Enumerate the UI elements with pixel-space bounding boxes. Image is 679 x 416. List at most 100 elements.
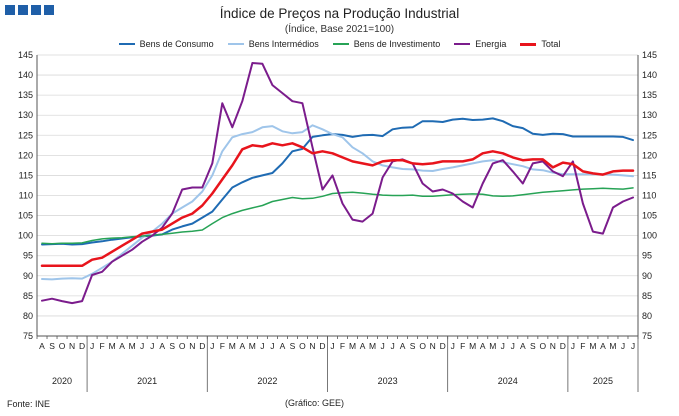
x-tick-label: S bbox=[169, 341, 175, 351]
x-tick-label: D bbox=[560, 341, 566, 351]
gridlines bbox=[37, 54, 638, 337]
axis-labels: 75 75 80 80 85 85 90 90 95 95 100 100 105 105 110 110 11… bbox=[18, 50, 657, 386]
y-tick-label-left: 95 bbox=[23, 251, 33, 261]
logo-block bbox=[44, 5, 54, 15]
x-tick-label: A bbox=[240, 341, 246, 351]
x-tick-label: J bbox=[260, 341, 264, 351]
legend-swatch bbox=[520, 42, 537, 46]
credit-note: (Gráfico: GEE) bbox=[285, 398, 345, 408]
x-tick-label: D bbox=[79, 341, 85, 351]
x-tick-label: M bbox=[109, 341, 116, 351]
legend-item-bens-intermedios: Bens Intermédios bbox=[227, 39, 319, 49]
x-tick-label: N bbox=[189, 341, 195, 351]
x-tick-label: M bbox=[229, 341, 236, 351]
y-tick-label-left: 125 bbox=[18, 130, 33, 140]
series-line-bens-de-consumo bbox=[41, 117, 634, 246]
y-tick-label-right: 115 bbox=[642, 170, 656, 180]
x-tick-label: N bbox=[69, 341, 75, 351]
year-label: 2020 bbox=[52, 376, 72, 386]
x-tick-label: J bbox=[330, 341, 334, 351]
y-tick-label-right: 95 bbox=[642, 251, 652, 261]
x-tick-label: N bbox=[550, 341, 556, 351]
y-tick-label-right: 125 bbox=[642, 130, 657, 140]
legend-swatch bbox=[227, 43, 244, 45]
x-tick-label: A bbox=[159, 341, 165, 351]
x-tick-label: A bbox=[520, 341, 526, 351]
chart-legend: Bens de Consumo Bens Intermédios Bens de… bbox=[0, 39, 679, 49]
chart-title: Índice de Preços na Produção Industrial bbox=[219, 6, 460, 21]
x-tick-label: O bbox=[59, 341, 66, 351]
x-tick-label: O bbox=[540, 341, 547, 351]
y-tick-label-left: 145 bbox=[18, 50, 33, 60]
y-tick-label-left: 85 bbox=[23, 291, 33, 301]
y-tick-label-left: 120 bbox=[18, 150, 33, 160]
legend-label: Bens Intermédios bbox=[248, 39, 319, 49]
legend-item-energia: Energia bbox=[454, 39, 506, 49]
x-tick-label: S bbox=[530, 341, 536, 351]
y-tick-label-right: 120 bbox=[642, 150, 657, 160]
chart-subtitle: (Índice, Base 2021=100) bbox=[284, 24, 395, 35]
year-label: 2021 bbox=[137, 376, 157, 386]
legend-label: Energia bbox=[475, 39, 507, 49]
x-tick-label: M bbox=[349, 341, 356, 351]
x-tick-label: J bbox=[501, 341, 505, 351]
y-tick-label-left: 80 bbox=[23, 311, 33, 321]
x-tick-label: D bbox=[199, 341, 205, 351]
series-line-bens-intermedios bbox=[41, 124, 634, 281]
x-tick-label: J bbox=[621, 341, 625, 351]
y-tick-label-left: 75 bbox=[23, 331, 33, 341]
x-tick-label: F bbox=[460, 341, 465, 351]
series-line-total bbox=[40, 142, 635, 268]
x-tick-label: O bbox=[179, 341, 186, 351]
x-tick-label: D bbox=[319, 341, 325, 351]
x-tick-label: J bbox=[150, 341, 154, 351]
x-tick-label: O bbox=[419, 341, 426, 351]
y-tick-label-right: 100 bbox=[642, 231, 657, 241]
x-tick-label: F bbox=[340, 341, 345, 351]
y-tick-label-right: 140 bbox=[642, 70, 657, 80]
year-label: 2025 bbox=[593, 376, 613, 386]
x-tick-label: M bbox=[489, 341, 496, 351]
legend-label: Bens de Consumo bbox=[139, 39, 214, 49]
y-tick-label-right: 85 bbox=[642, 291, 652, 301]
legend-item-total: Total bbox=[520, 39, 560, 49]
legend-swatch bbox=[118, 43, 135, 45]
x-tick-label: N bbox=[430, 341, 436, 351]
series-line-energia bbox=[41, 62, 634, 305]
x-tick-label: A bbox=[400, 341, 406, 351]
x-tick-label: M bbox=[129, 341, 136, 351]
x-tick-label: A bbox=[480, 341, 486, 351]
logo-block bbox=[31, 5, 41, 15]
y-tick-label-right: 80 bbox=[642, 311, 652, 321]
year-label: 2023 bbox=[378, 376, 398, 386]
y-tick-label-right: 135 bbox=[642, 90, 657, 100]
x-tick-label: S bbox=[290, 341, 296, 351]
x-tick-label: F bbox=[580, 341, 585, 351]
x-tick-label: N bbox=[309, 341, 315, 351]
y-tick-label-right: 110 bbox=[642, 191, 656, 201]
y-tick-label-right: 130 bbox=[642, 110, 657, 120]
year-label: 2022 bbox=[257, 376, 277, 386]
legend-label: Total bbox=[541, 39, 561, 49]
x-tick-label: F bbox=[220, 341, 225, 351]
x-tick-label: J bbox=[140, 341, 144, 351]
x-tick-label: M bbox=[369, 341, 376, 351]
x-tick-label: J bbox=[451, 341, 455, 351]
x-tick-label: J bbox=[631, 341, 635, 351]
legend-swatch bbox=[454, 43, 471, 45]
x-tick-label: J bbox=[380, 341, 384, 351]
x-tick-label: J bbox=[571, 341, 575, 351]
x-tick-label: M bbox=[469, 341, 476, 351]
logo-block bbox=[18, 5, 28, 15]
y-tick-label-left: 130 bbox=[18, 110, 33, 120]
series-lines bbox=[40, 62, 635, 305]
logo-block bbox=[5, 5, 15, 15]
y-tick-label-left: 115 bbox=[19, 170, 33, 180]
axes bbox=[36, 55, 639, 392]
y-tick-label-left: 105 bbox=[18, 211, 33, 221]
x-tick-label: M bbox=[249, 341, 256, 351]
source-note: Fonte: INE bbox=[7, 399, 51, 409]
x-tick-label: A bbox=[600, 341, 606, 351]
x-tick-label: S bbox=[410, 341, 416, 351]
